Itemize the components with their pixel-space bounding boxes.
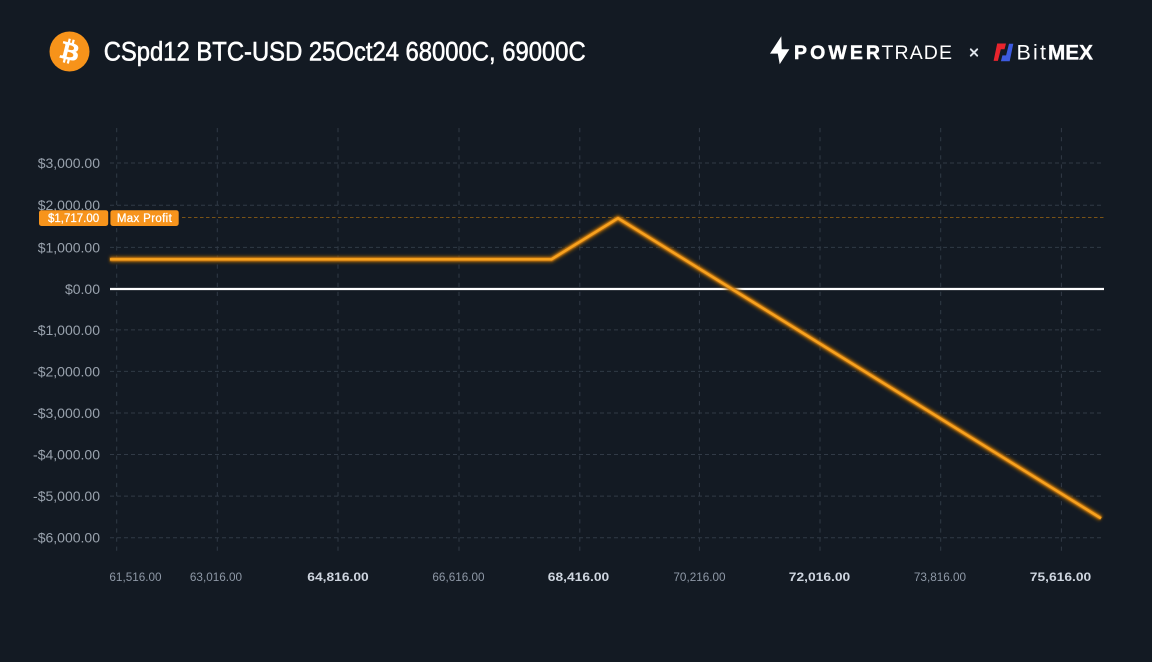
svg-text:-$3,000.00: -$3,000.00 (33, 405, 100, 421)
svg-text:$3,000.00: $3,000.00 (38, 155, 100, 171)
svg-text:Max Profit: Max Profit (117, 213, 173, 225)
svg-text:66,616.00: 66,616.00 (432, 570, 484, 584)
svg-text:MEX: MEX (1048, 40, 1094, 64)
svg-text:POWER: POWER (794, 42, 880, 64)
svg-text:-$2,000.00: -$2,000.00 (33, 363, 100, 379)
svg-text:TRADE: TRADE (882, 42, 953, 64)
svg-text:75,616.00: 75,616.00 (1030, 570, 1092, 584)
svg-text:-$5,000.00: -$5,000.00 (33, 488, 100, 504)
svg-text:$0.00: $0.00 (65, 281, 100, 297)
svg-text:$2,000.00: $2,000.00 (38, 197, 100, 213)
svg-text:-$6,000.00: -$6,000.00 (33, 530, 100, 546)
svg-text:73,816.00: 73,816.00 (914, 570, 966, 584)
svg-text:72,016.00: 72,016.00 (789, 570, 851, 584)
svg-text:64,816.00: 64,816.00 (307, 570, 369, 584)
svg-text:70,216.00: 70,216.00 (673, 570, 725, 584)
svg-text:63,016.00: 63,016.00 (190, 570, 242, 584)
svg-text:68,416.00: 68,416.00 (548, 570, 610, 584)
svg-text:$1,000.00: $1,000.00 (38, 239, 100, 255)
svg-text:CSpd12 BTC-USD 25Oct24 68000C,: CSpd12 BTC-USD 25Oct24 68000C, 69000C (104, 37, 586, 67)
svg-text:$1,717.00: $1,717.00 (48, 213, 99, 225)
svg-text:-$1,000.00: -$1,000.00 (33, 322, 100, 338)
svg-text:61,516.00: 61,516.00 (109, 570, 161, 584)
svg-text:-$4,000.00: -$4,000.00 (33, 446, 100, 462)
